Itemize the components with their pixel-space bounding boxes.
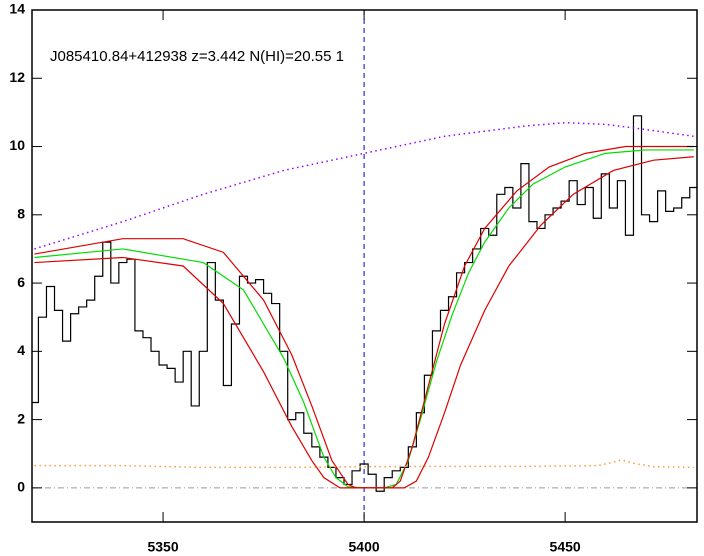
chart-title: J085410.84+412938 z=3.442 N(HI)=20.55 1 [50, 48, 344, 65]
plot-area [32, 10, 697, 522]
fit-curve [34, 145, 694, 489]
x-tick-label: 5350 [147, 539, 178, 555]
y-tick-label: 8 [17, 206, 25, 222]
dotted-curve [34, 121, 694, 250]
y-tick-label: 0 [17, 479, 25, 495]
flux-step [32, 115, 697, 492]
fit-curve [34, 156, 694, 489]
fit-curve [34, 149, 694, 489]
x-tick-label: 5450 [550, 539, 581, 555]
y-tick-label: 10 [9, 137, 25, 153]
y-tick-label: 14 [9, 1, 25, 17]
y-tick-label: 4 [17, 342, 25, 358]
y-tick-label: 6 [17, 274, 25, 290]
y-tick-label: 2 [17, 410, 25, 426]
y-tick-label: 12 [9, 69, 25, 85]
x-tick-label: 5400 [349, 539, 380, 555]
dotted-curve [34, 459, 694, 469]
